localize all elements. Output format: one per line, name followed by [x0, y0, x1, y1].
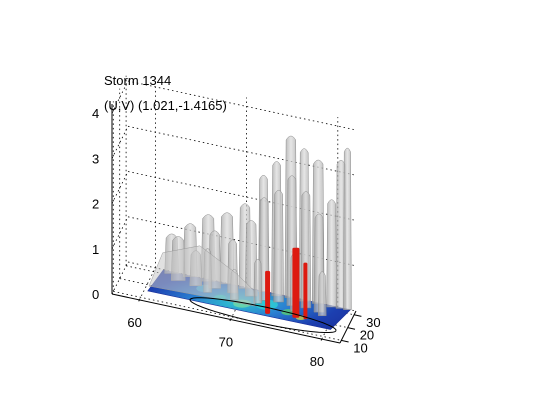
z-tick-label: 1	[92, 242, 99, 257]
grid-line-back-z	[127, 80, 357, 131]
z-tick-mark	[111, 157, 113, 159]
z-tick-label: 0	[92, 287, 99, 302]
x-tick-label: 80	[310, 354, 324, 369]
isosurface-column	[317, 271, 327, 316]
storm-isosurface	[147, 135, 352, 333]
axes	[111, 104, 362, 344]
z-tick-mark	[111, 202, 113, 204]
z-tick-mark	[111, 247, 113, 250]
z-tick-label: 3	[92, 151, 99, 166]
y-tick-mark	[353, 314, 362, 317]
isosurface-column	[326, 199, 337, 308]
grid-line-side-z	[111, 216, 129, 249]
x-tick-mark	[138, 299, 140, 302]
reflectivity-core	[265, 270, 271, 314]
z-tick-mark	[111, 111, 113, 114]
isosurface-column	[253, 258, 263, 304]
chart-subtitle: (U,V) (1.021,-1.4165)	[104, 98, 227, 113]
z-tick-label: 4	[92, 106, 99, 121]
x-axis-line	[111, 293, 341, 344]
x-tick-mark	[320, 338, 323, 341]
x-tick-mark	[229, 319, 232, 322]
storm-track-ring	[189, 297, 337, 333]
grid-line-floor-x	[139, 267, 156, 301]
grid-line-side-z	[111, 171, 129, 204]
grid-line-side-z	[111, 261, 129, 295]
chart-title: Storm 1344	[104, 73, 171, 88]
grid-line-floor-x	[321, 306, 339, 340]
x-tick-label: 60	[127, 315, 141, 330]
grid-line-side-z	[111, 126, 129, 159]
z-tick-label: 2	[92, 197, 99, 212]
isosurface-column	[343, 147, 352, 310]
reflectivity-core	[303, 262, 308, 320]
z-tick-mark	[111, 292, 113, 295]
y-tick-label: 30	[366, 315, 380, 330]
y-tick-label: 10	[353, 340, 367, 355]
y-axis-line	[339, 310, 357, 344]
grid-line-side-z	[111, 80, 129, 114]
y-tick-label: 20	[360, 328, 374, 343]
isosurface-sheet	[148, 245, 256, 307]
reflectivity-core	[292, 247, 300, 318]
x-tick-label: 70	[219, 335, 233, 350]
grid-line-floor-y	[113, 291, 342, 341]
isosurface-column	[273, 189, 284, 303]
grid-line-floor-x	[230, 287, 247, 320]
y-tick-mark	[347, 327, 356, 330]
y-tick-mark	[341, 339, 349, 343]
